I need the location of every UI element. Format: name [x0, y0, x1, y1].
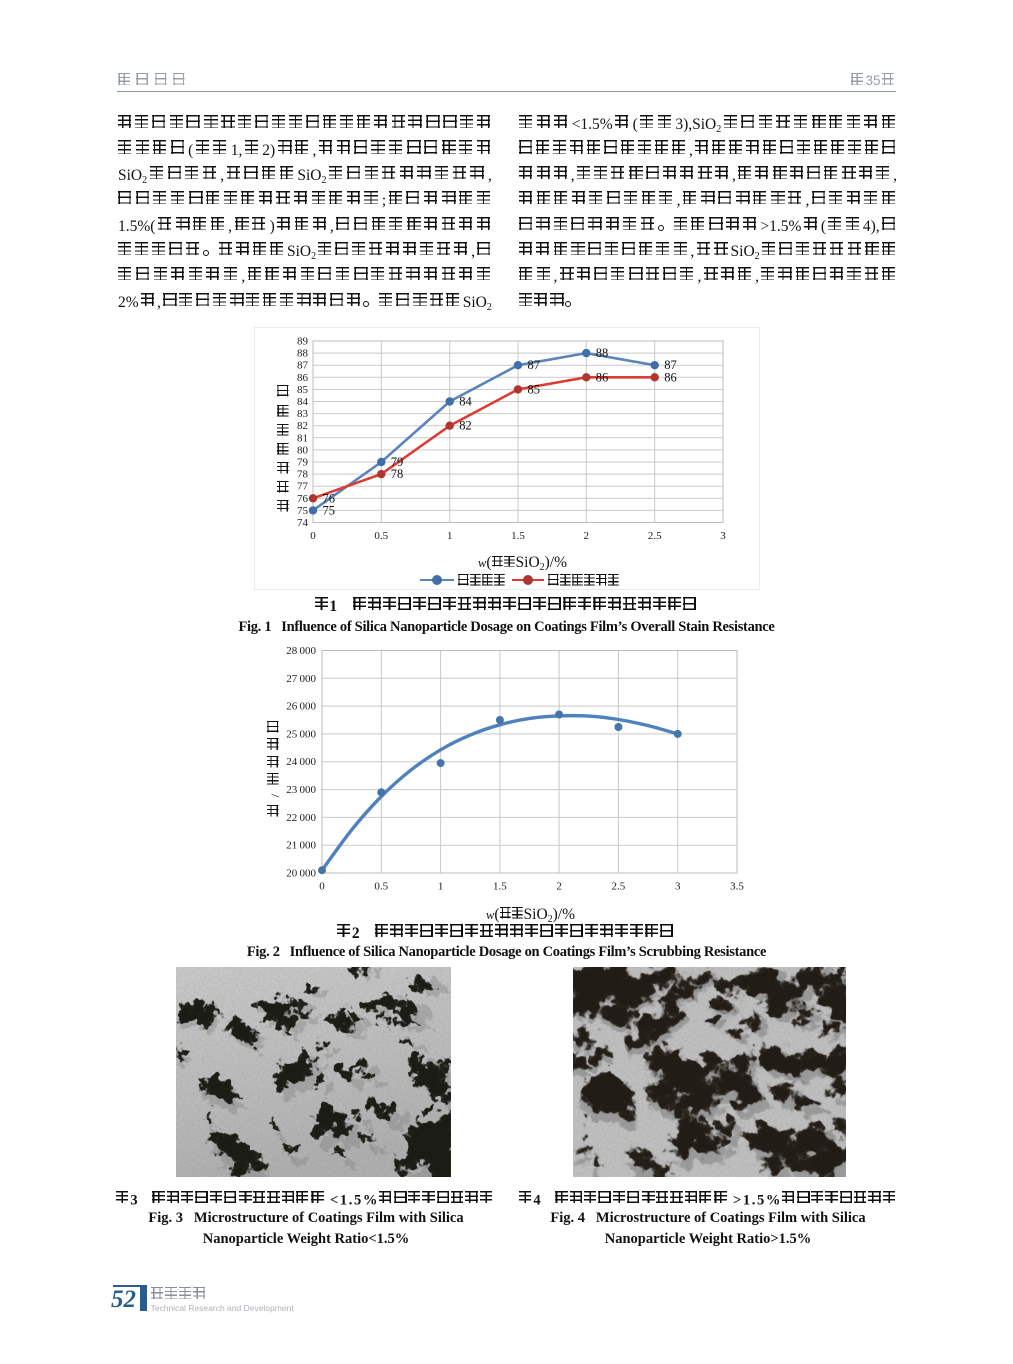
- svg-text:76: 76: [323, 491, 336, 505]
- svg-text:86: 86: [596, 370, 609, 384]
- svg-text:0.5: 0.5: [374, 881, 388, 893]
- svg-text:77: 77: [297, 481, 309, 493]
- svg-text:87: 87: [664, 358, 677, 372]
- svg-text:1.5: 1.5: [511, 530, 525, 542]
- svg-text:21 000: 21 000: [286, 840, 316, 852]
- svg-text:88: 88: [297, 348, 309, 360]
- svg-text:25 000: 25 000: [286, 728, 316, 740]
- svg-text:84: 84: [297, 396, 309, 408]
- svg-text:2: 2: [556, 881, 562, 893]
- svg-text:89: 89: [297, 336, 309, 348]
- svg-text:74: 74: [297, 517, 309, 529]
- svg-text:85: 85: [528, 382, 541, 396]
- svg-text:85: 85: [297, 384, 309, 396]
- svg-text:75: 75: [323, 503, 336, 517]
- svg-text:27 000: 27 000: [286, 673, 316, 685]
- svg-text:87: 87: [528, 358, 541, 372]
- svg-text:3: 3: [720, 530, 726, 542]
- svg-text:23 000: 23 000: [286, 784, 316, 796]
- svg-text:2: 2: [584, 530, 590, 542]
- svg-text:0.5: 0.5: [374, 530, 388, 542]
- svg-text:1: 1: [438, 881, 444, 893]
- svg-text:87: 87: [297, 360, 309, 372]
- svg-text:2.5: 2.5: [612, 881, 626, 893]
- svg-text:28 000: 28 000: [286, 645, 316, 657]
- svg-text:0: 0: [310, 530, 316, 542]
- svg-text:3: 3: [675, 881, 681, 893]
- svg-text:82: 82: [297, 420, 308, 432]
- svg-text:24 000: 24 000: [286, 756, 316, 768]
- svg-text:82: 82: [459, 419, 472, 433]
- svg-text:79: 79: [297, 457, 309, 469]
- svg-text:86: 86: [664, 370, 677, 384]
- svg-text:88: 88: [596, 346, 609, 360]
- svg-text:84: 84: [459, 395, 472, 409]
- svg-text:80: 80: [297, 444, 309, 456]
- svg-text:75: 75: [297, 505, 309, 517]
- svg-text:20 000: 20 000: [286, 868, 316, 880]
- svg-text:26 000: 26 000: [286, 701, 316, 713]
- svg-text:22 000: 22 000: [286, 812, 316, 824]
- svg-text:1.5: 1.5: [493, 881, 507, 893]
- svg-text:3.5: 3.5: [730, 881, 744, 893]
- svg-text:78: 78: [297, 469, 309, 481]
- svg-text:1: 1: [447, 530, 453, 542]
- svg-text:79: 79: [391, 455, 404, 469]
- svg-text:78: 78: [391, 467, 404, 481]
- svg-text:81: 81: [297, 432, 308, 444]
- svg-text:86: 86: [297, 372, 309, 384]
- svg-text:0: 0: [319, 881, 325, 893]
- svg-text:83: 83: [297, 408, 309, 420]
- svg-text:76: 76: [297, 493, 309, 505]
- svg-text:2.5: 2.5: [648, 530, 662, 542]
